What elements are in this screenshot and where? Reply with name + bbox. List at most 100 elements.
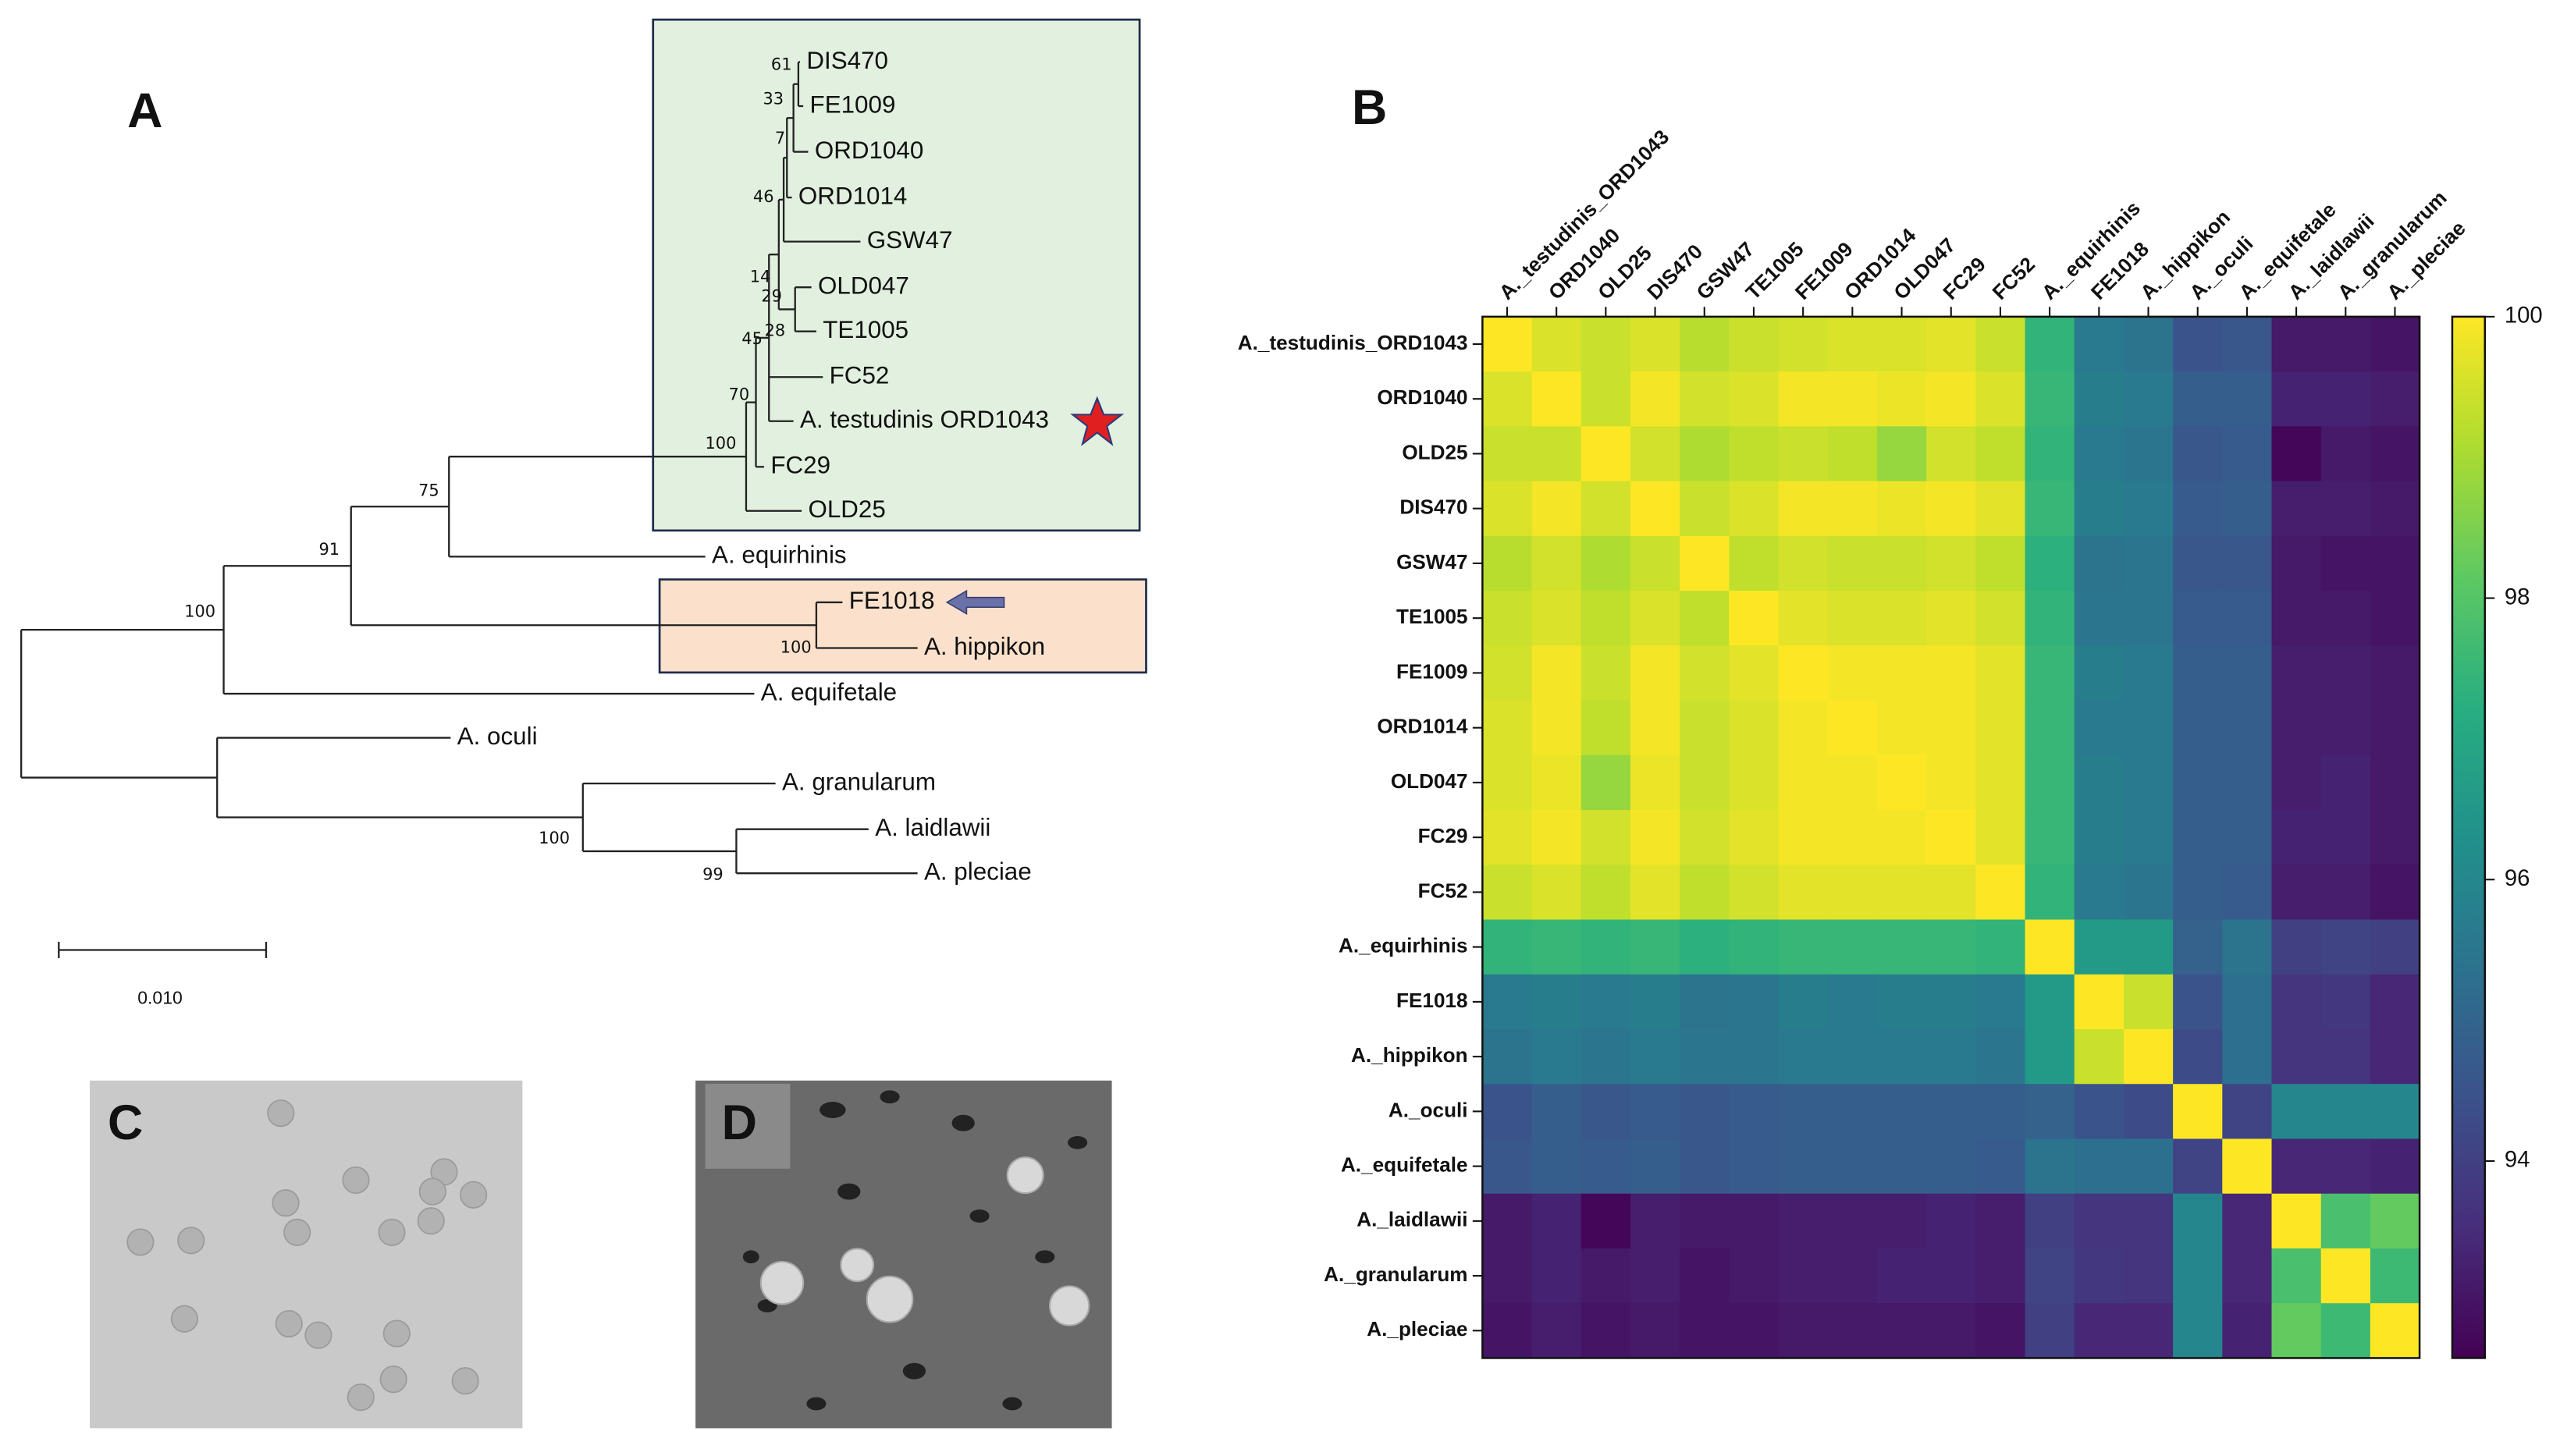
heat-cell (1482, 1084, 1533, 1140)
heat-cell (1975, 481, 2026, 537)
heat-cell (2074, 1248, 2124, 1305)
heat-cell (1827, 371, 1878, 428)
heat-cell (1680, 645, 1730, 701)
heat-cell (1580, 426, 1631, 482)
heat-cell (2370, 645, 2420, 701)
heat-cell (1827, 810, 1878, 866)
heat-cell (1482, 700, 1533, 756)
heat-cell (2370, 755, 2420, 811)
heat-cell (2074, 810, 2124, 866)
heat-cell (1680, 591, 1730, 647)
leaf-label: A. laidlawii (875, 814, 990, 841)
heat-cell (1876, 1028, 1927, 1085)
leaf-label: A. hippikon (924, 633, 1045, 660)
heat-cell (1482, 426, 1533, 482)
heat-cell (2123, 1248, 2174, 1305)
heat-cell (2123, 481, 2174, 537)
heat-cell (1926, 1193, 1977, 1249)
heat-cell (1827, 316, 1878, 372)
bootstrap-value: 61 (771, 55, 792, 74)
heat-cell (2123, 1084, 2174, 1140)
heat-cell (1531, 316, 1582, 372)
heat-cell (1778, 865, 1829, 921)
heat-cell (1630, 810, 1681, 866)
heat-cell (2123, 1193, 2174, 1249)
colorbar (2451, 315, 2487, 1359)
heat-cell (1482, 535, 1533, 591)
heat-cell (1827, 974, 1878, 1030)
bootstrap-value: 100 (539, 829, 570, 847)
heat-cell (2320, 645, 2371, 701)
heat-cell (1482, 481, 1533, 537)
heat-cell (2222, 371, 2273, 428)
heat-cell (2025, 481, 2075, 537)
heat-cell (1876, 1084, 1927, 1140)
heat-cell (1531, 1028, 1582, 1085)
heat-cell (1778, 371, 1829, 428)
heat-cell (1926, 316, 1977, 372)
heat-cell (2123, 535, 2174, 591)
panel-label: A (127, 83, 162, 138)
bootstrap-value: 29 (761, 287, 782, 306)
micrograph-c (90, 1080, 523, 1429)
heat-cell (1729, 1248, 1780, 1305)
heat-cell (2074, 591, 2124, 647)
heat-cell (2173, 974, 2224, 1030)
heat-cell (2370, 919, 2420, 975)
heat-cell (1778, 1028, 1829, 1085)
heat-cell (2320, 865, 2371, 921)
row-label: A._equifetale (1341, 1153, 1468, 1177)
heat-cell (1827, 1193, 1878, 1249)
heat-cell (1926, 1248, 1977, 1305)
heat-cell (2173, 810, 2224, 866)
leaf-label: A. equirhinis (712, 542, 847, 569)
heat-cell (2271, 481, 2322, 537)
heat-cell (1926, 1138, 1977, 1195)
heat-cell (2173, 316, 2224, 372)
heat-cell (2173, 1028, 2224, 1085)
heat-cell (2271, 755, 2322, 811)
heat-cell (1729, 371, 1780, 428)
heat-cell (1680, 481, 1730, 537)
heat-cell (1482, 865, 1533, 921)
heat-cell (2222, 810, 2273, 866)
heat-cell (2025, 810, 2075, 866)
heat-cell (1580, 974, 1631, 1030)
heat-cell (1580, 919, 1631, 975)
heat-cell (2074, 1028, 2124, 1085)
heat-cell (1482, 1303, 1533, 1359)
heat-cell (1975, 1303, 2026, 1359)
heat-cell (1729, 591, 1780, 647)
heat-cell (2123, 371, 2174, 428)
heat-cell (2320, 974, 2371, 1030)
heat-cell (2173, 645, 2224, 701)
heat-cell (2074, 1084, 2124, 1140)
leaf-label: FE1018 (849, 587, 935, 614)
leaf-label: DIS470 (806, 47, 888, 74)
heat-cell (1630, 755, 1681, 811)
bootstrap-value: 75 (418, 481, 439, 500)
heat-cell (2123, 919, 2174, 975)
heat-cell (1531, 426, 1582, 482)
heat-cell (2173, 1303, 2224, 1359)
heat-cell (2271, 1248, 2322, 1305)
heat-cell (2320, 1303, 2371, 1359)
heat-cell (2222, 755, 2273, 811)
heat-cell (1630, 316, 1681, 372)
heat-cell (2271, 1138, 2322, 1195)
heat-cell (1778, 645, 1829, 701)
row-label: FE1018 (1396, 989, 1468, 1012)
heat-cell (1580, 1248, 1631, 1305)
heat-cell (1580, 810, 1631, 866)
heat-cell (1926, 865, 1977, 921)
heat-cell (1482, 591, 1533, 647)
heat-cell (1580, 1138, 1631, 1195)
panel-label: C (108, 1096, 143, 1150)
heat-cell (2271, 810, 2322, 866)
heat-cell (1876, 974, 1927, 1030)
heat-cell (1778, 810, 1829, 866)
heat-cell (1975, 810, 2026, 866)
leaf-label: A. granularum (782, 768, 936, 795)
leaf-label: A. pleciae (924, 858, 1032, 885)
heat-cell (1975, 755, 2026, 811)
